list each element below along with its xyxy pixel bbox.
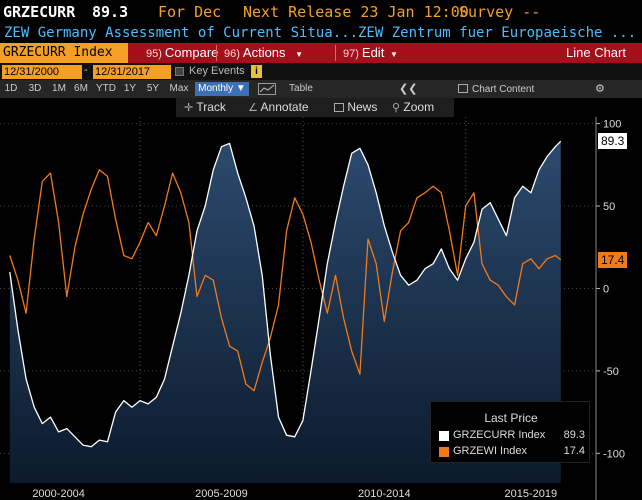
menu-divider <box>335 45 336 61</box>
period-max-button[interactable]: Max <box>169 83 189 94</box>
chevron-down-icon: ▼ <box>295 50 304 59</box>
frequency-dropdown[interactable]: Monthly ▼ <box>195 82 249 96</box>
x-tick-label: 2010-2014 <box>358 488 411 500</box>
period-1y-button[interactable]: 1Y <box>123 83 137 94</box>
chart-area[interactable]: 2000-2004 2005-2009 2010-2014 2015-2019 100… <box>0 117 642 500</box>
key-events-checkbox[interactable] <box>175 67 184 76</box>
legend-swatch <box>439 431 449 441</box>
track-button[interactable]: ✛ Track <box>184 100 226 114</box>
period-ytd-button[interactable]: YTD <box>96 83 116 94</box>
magnifier-icon: ⚲ <box>392 102 401 114</box>
function-menu-bar: GRZECURR Index 95) Compare 96) Actions ▼ 9… <box>0 43 642 63</box>
track-label: Track <box>196 100 226 114</box>
edit-label: Edit <box>361 45 385 60</box>
grzewi-last-price-label: 17.4 <box>598 251 628 268</box>
y-tick-label: -50 <box>603 366 619 378</box>
compare-number: 95) <box>146 48 162 60</box>
zoom-label: Zoom <box>403 100 435 114</box>
actions-label: Actions <box>242 45 286 60</box>
security-field[interactable]: GRZECURR Index <box>0 43 128 63</box>
legend-swatch <box>439 447 449 457</box>
price: 89.3 <box>92 3 129 21</box>
security-description: ZEW Germany Assessment of Current Situa.… <box>4 25 637 41</box>
legend-value: 89.3 <box>563 429 585 441</box>
line-chart[interactable]: 2000-2004 2005-2009 2010-2014 2015-2019 100… <box>0 117 642 500</box>
chart-legend[interactable]: Last Price GRZECURR Index 89.3 GRZEWI In… <box>430 401 590 463</box>
date-range-bar: 12/31/2000 - 12/31/2017 Key Events i <box>0 63 642 80</box>
collapse-icon[interactable]: ❮❮ <box>399 83 418 95</box>
legend-entry-grzecurr[interactable]: GRZECURR Index 89.3 <box>439 429 589 443</box>
annotate-button[interactable]: ∠ Annotate <box>248 100 309 114</box>
x-axis-band <box>0 483 596 500</box>
grzecurr-area <box>9 141 561 483</box>
survey: Survey -- <box>459 3 541 21</box>
view-title: Line Chart <box>566 45 626 60</box>
menu-divider <box>216 45 217 61</box>
annotate-label: Annotate <box>260 100 309 114</box>
x-tick-label: 2015-2019 <box>505 488 558 500</box>
line-chart-icon[interactable] <box>258 83 276 95</box>
period-1m-button[interactable]: 1M <box>52 83 66 94</box>
actions-number: 96) <box>224 48 240 60</box>
y-tick-label: 0 <box>603 283 609 295</box>
date-separator: - <box>84 64 88 76</box>
period-toolbar: 1D 3D 1M 6M YTD 1Y 5Y Max Monthly ▼ Tabl… <box>0 80 642 98</box>
gear-icon[interactable]: ⚙ <box>595 83 605 95</box>
y-tick-label: -100 <box>603 448 625 460</box>
news-label: News <box>347 100 378 114</box>
period-6m-button[interactable]: 6M <box>74 83 88 94</box>
grzecurr-last-price-label: 89.3 <box>598 133 628 150</box>
security-title-bar: GRZECURR 89.3 For Dec Next Release 23 Ja… <box>0 0 642 24</box>
period-5y-button[interactable]: 5Y <box>146 83 160 94</box>
news-button[interactable]: News <box>334 100 377 114</box>
chart-content-label: Chart Content <box>472 84 535 95</box>
compare-button[interactable]: 95) Compare <box>146 45 218 60</box>
period-label: For Dec <box>158 3 222 21</box>
end-date-input[interactable]: 12/31/2017 <box>93 65 171 79</box>
actions-button[interactable]: 96) Actions ▼ <box>224 45 303 60</box>
x-tick-label: 2005-2009 <box>195 488 248 500</box>
chevron-down-icon: ▼ <box>389 50 398 59</box>
grzecurr-line <box>9 140 562 448</box>
y-tick-label: 100 <box>603 119 621 131</box>
legend-entry-grzewi[interactable]: GRZEWI Index 17.4 <box>439 445 589 459</box>
start-date-input[interactable]: 12/31/2000 <box>2 65 82 79</box>
key-events-label: Key Events <box>189 65 245 77</box>
legend-name: GRZECURR Index <box>453 429 546 441</box>
info-icon[interactable]: i <box>251 65 262 78</box>
next-release: Next Release 23 Jan 12:00 <box>243 3 469 21</box>
y-tick-label: 50 <box>603 201 615 213</box>
legend-name: GRZEWI Index <box>453 445 527 457</box>
edit-number: 97) <box>343 48 359 60</box>
ticker[interactable]: GRZECURR <box>3 3 76 21</box>
zoom-button[interactable]: ⚲ Zoom <box>392 100 434 114</box>
chart-content-button[interactable]: Chart Content <box>458 82 534 96</box>
compare-label: Compare <box>164 45 219 60</box>
chart-tools-bar: ✛ Track ∠ Annotate News ⚲ Zoom <box>176 98 454 117</box>
crosshair-icon: ✛ <box>184 102 194 114</box>
table-button[interactable]: Table <box>289 83 313 94</box>
pencil-icon: ∠ <box>248 102 258 114</box>
legend-value: 17.4 <box>563 445 585 457</box>
description-bar: ZEW Germany Assessment of Current Situa.… <box>0 24 642 43</box>
period-3d-button[interactable]: 3D <box>28 83 42 94</box>
edit-button[interactable]: 97) Edit ▼ <box>343 45 398 60</box>
chart-content-icon <box>458 84 468 93</box>
grzewi-line <box>9 169 562 392</box>
news-icon <box>334 103 344 112</box>
period-1d-button[interactable]: 1D <box>4 83 18 94</box>
legend-header: Last Price <box>484 411 538 425</box>
x-tick-label: 2000-2004 <box>32 488 85 500</box>
